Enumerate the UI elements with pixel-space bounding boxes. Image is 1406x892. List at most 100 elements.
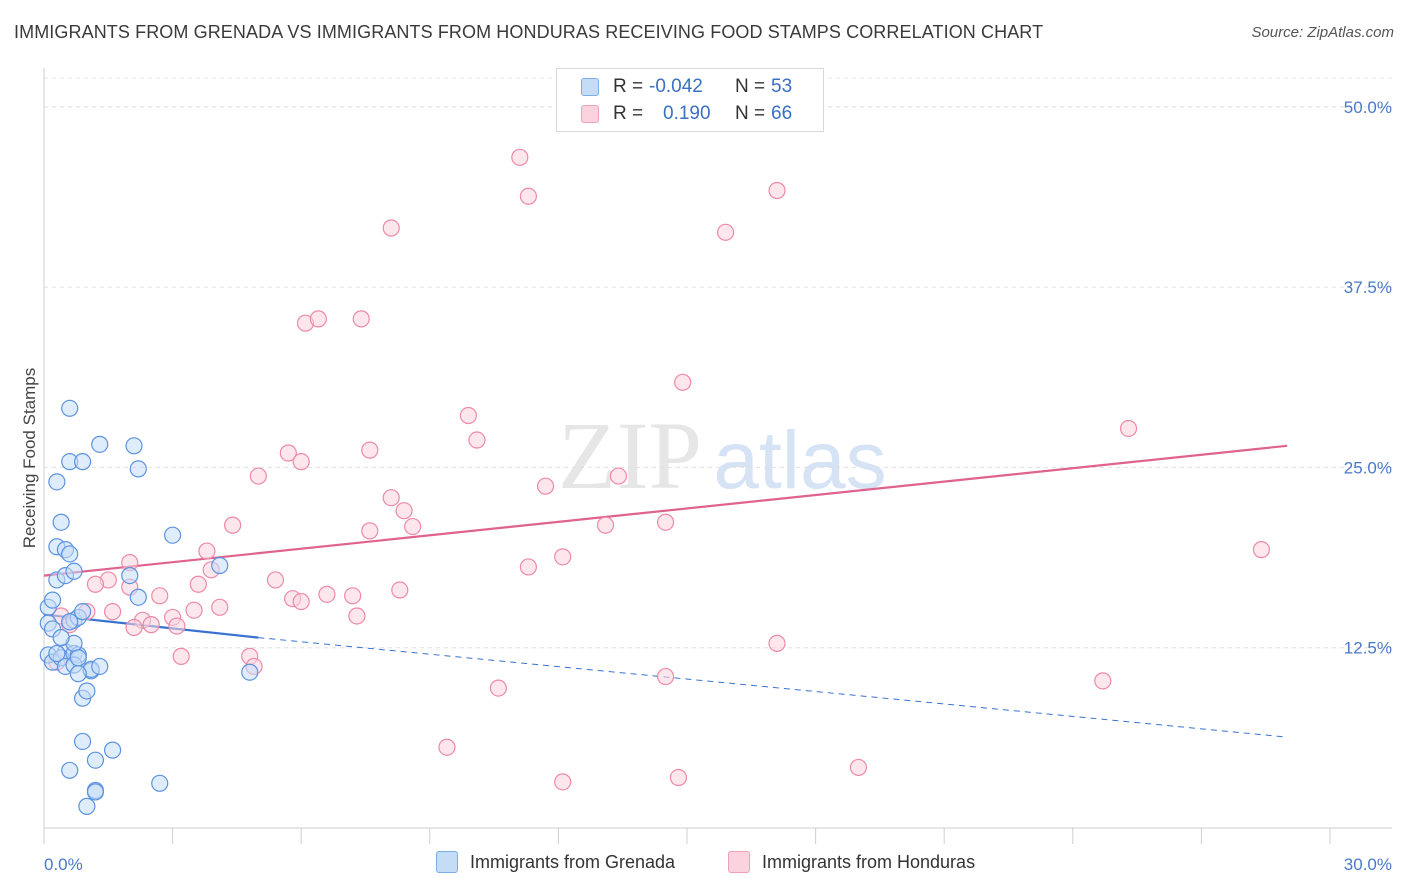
honduras-point xyxy=(674,373,692,391)
honduras-point xyxy=(1094,672,1112,690)
honduras-point xyxy=(716,223,735,241)
honduras-point xyxy=(86,575,105,593)
honduras-point xyxy=(489,679,507,697)
stats-r-label: R = xyxy=(613,76,644,97)
honduras-point xyxy=(395,502,413,520)
honduras-point xyxy=(249,467,267,485)
legend-swatch-grenada xyxy=(436,851,458,873)
watermark: ZIP atlas xyxy=(558,402,887,509)
stats-r-value: -0.042 xyxy=(649,76,703,97)
grenada-point xyxy=(91,435,109,453)
stats-box: R = -0.042 N = 53 R = 0.190 N = 66 xyxy=(556,68,824,132)
stats-n-label: N = xyxy=(735,76,766,97)
honduras-point xyxy=(185,601,203,619)
grenada-point xyxy=(211,556,229,575)
grenada-point xyxy=(61,761,79,779)
honduras-point xyxy=(519,558,537,576)
stats-n-value: 53 xyxy=(771,76,793,97)
honduras-point xyxy=(142,616,160,634)
grenada-point xyxy=(69,665,87,683)
grenada-point xyxy=(78,797,96,815)
x-tick-label: 0.0% xyxy=(44,855,83,874)
y-tick-label: 12.5% xyxy=(1344,639,1392,658)
chart-title: IMMIGRANTS FROM GRENADA VS IMMIGRANTS FR… xyxy=(14,22,1044,42)
stats-r-value: 0.190 xyxy=(663,103,711,124)
honduras-point xyxy=(382,489,400,507)
legend-item-honduras[interactable]: Immigrants from Honduras xyxy=(728,851,975,873)
grenada-point xyxy=(52,629,70,647)
y-tick-label: 37.5% xyxy=(1344,278,1392,297)
grenada-point xyxy=(129,588,147,606)
honduras-point xyxy=(266,571,285,589)
legend: Immigrants from Grenada Immigrants from … xyxy=(0,851,1406,877)
honduras-point xyxy=(309,310,327,328)
legend-swatch-honduras xyxy=(728,851,750,873)
honduras-point xyxy=(468,431,486,449)
honduras-point xyxy=(292,592,310,611)
honduras-point xyxy=(224,516,242,534)
honduras-point xyxy=(519,187,537,205)
honduras-point xyxy=(361,522,379,540)
stats-r-label: R = xyxy=(613,103,644,124)
stats-row-honduras: R = 0.190 N = 66 xyxy=(557,100,823,128)
grenada-point xyxy=(78,682,96,700)
stats-n-label: N = xyxy=(735,103,766,124)
legend-item-grenada[interactable]: Immigrants from Grenada xyxy=(436,851,675,873)
honduras-point xyxy=(125,618,143,637)
grenada-point xyxy=(121,566,139,585)
grenada-point xyxy=(164,526,182,544)
grenada-point xyxy=(69,649,87,667)
grenada-point xyxy=(241,663,259,681)
data-points xyxy=(39,148,1271,815)
gridlines xyxy=(44,77,1392,649)
honduras-point xyxy=(168,617,186,635)
honduras-point xyxy=(344,587,362,605)
honduras-point xyxy=(361,441,379,459)
honduras-point xyxy=(596,516,615,534)
honduras-point xyxy=(211,598,229,616)
legend-label-honduras: Immigrants from Honduras xyxy=(762,851,976,872)
tick-labels: 12.5% 25.0% 37.5% 50.0% 0.0% 30.0% xyxy=(44,98,1392,874)
grenada-point xyxy=(52,513,70,531)
honduras-point xyxy=(768,634,786,652)
grenada-point xyxy=(103,741,122,759)
grenada-point xyxy=(86,783,105,801)
legend-label-grenada: Immigrants from Grenada xyxy=(470,851,676,872)
stats-row-grenada: R = -0.042 N = 53 xyxy=(557,73,823,101)
grenada-point xyxy=(73,453,92,471)
grenada-point xyxy=(61,399,79,417)
grenada-point xyxy=(151,774,169,792)
source-label: Source: ZipAtlas.com xyxy=(1251,24,1394,41)
grenada-point xyxy=(91,657,109,676)
stats-n-value: 66 xyxy=(771,103,793,124)
honduras-point xyxy=(382,219,400,237)
grenada-point xyxy=(65,562,83,580)
honduras-point xyxy=(656,513,675,531)
honduras-point xyxy=(768,181,786,200)
grenada-point xyxy=(73,732,92,751)
honduras-point xyxy=(189,575,207,593)
grenada-point xyxy=(48,473,66,491)
honduras-point xyxy=(1119,419,1138,438)
stats-swatch-honduras xyxy=(581,105,599,123)
honduras-point xyxy=(669,768,688,787)
honduras-point xyxy=(609,467,628,485)
honduras-point xyxy=(198,542,216,560)
grenada-point xyxy=(86,751,105,769)
honduras-point xyxy=(103,603,122,621)
grenada-point xyxy=(43,591,62,609)
honduras-point xyxy=(511,148,529,166)
honduras-point xyxy=(391,581,409,599)
honduras-point xyxy=(459,406,477,425)
honduras-point xyxy=(554,773,572,791)
honduras-point xyxy=(1252,541,1271,559)
honduras-point xyxy=(151,587,169,605)
honduras-point xyxy=(656,667,675,686)
honduras-point xyxy=(318,585,336,603)
honduras-point xyxy=(292,453,310,471)
honduras-point xyxy=(352,310,370,328)
honduras-trend-line xyxy=(43,444,1288,577)
grenada-point xyxy=(129,460,147,478)
honduras-point xyxy=(554,548,572,566)
